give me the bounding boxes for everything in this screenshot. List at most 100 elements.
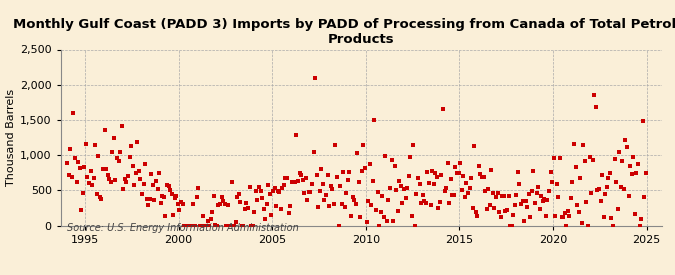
Point (487, 191, 498, 196)
Point (441, 186, 452, 190)
Point (221, 223, 232, 228)
Point (182, 223, 192, 228)
Point (453, 171, 464, 175)
Point (157, 194, 167, 198)
Point (498, 194, 509, 198)
Point (235, 200, 246, 204)
Point (241, 201, 252, 205)
Point (366, 203, 377, 207)
Point (275, 207, 286, 211)
Point (294, 171, 305, 175)
Point (327, 187, 338, 192)
Point (377, 193, 387, 198)
Point (486, 167, 497, 172)
Point (63, 173, 74, 178)
Point (227, 179, 238, 184)
Point (163, 183, 174, 188)
Point (211, 223, 222, 228)
Point (148, 182, 159, 187)
Point (234, 192, 244, 197)
Point (194, 223, 205, 228)
Point (637, 119, 648, 123)
Point (352, 151, 362, 155)
Point (442, 161, 453, 166)
Point (614, 150, 624, 154)
Point (85, 168, 96, 173)
Point (406, 214, 417, 219)
Point (252, 198, 263, 203)
Point (300, 176, 311, 180)
Point (628, 154, 639, 159)
Point (385, 185, 396, 190)
Point (236, 223, 247, 228)
Point (254, 185, 265, 189)
Point (436, 172, 447, 177)
Point (481, 207, 492, 211)
Point (444, 200, 455, 205)
Point (259, 207, 269, 211)
Point (73, 160, 84, 164)
Point (497, 194, 508, 198)
Point (266, 213, 277, 217)
Point (542, 198, 553, 203)
Point (149, 197, 160, 202)
Point (180, 223, 191, 228)
Point (427, 169, 437, 174)
Point (414, 182, 425, 186)
Point (412, 176, 423, 180)
Point (611, 180, 622, 184)
Point (355, 215, 366, 219)
Point (356, 169, 367, 173)
Point (165, 188, 176, 192)
Point (399, 187, 410, 191)
Point (506, 223, 517, 228)
Point (531, 191, 542, 195)
Point (520, 199, 531, 204)
Point (389, 164, 400, 168)
Point (224, 223, 235, 228)
Point (333, 223, 344, 228)
Point (369, 118, 380, 122)
Point (361, 220, 372, 225)
Point (618, 186, 629, 191)
Point (313, 205, 323, 210)
Point (71, 180, 82, 184)
Point (561, 223, 572, 228)
Point (631, 171, 642, 176)
Point (111, 156, 122, 160)
Point (550, 214, 561, 218)
Point (556, 214, 567, 219)
Point (103, 173, 113, 177)
Point (439, 189, 450, 193)
Point (491, 195, 502, 199)
Point (502, 208, 512, 212)
Point (456, 188, 467, 192)
Point (354, 180, 364, 184)
Point (417, 192, 428, 197)
Point (592, 188, 603, 192)
Point (140, 162, 151, 166)
Point (80, 142, 91, 146)
Point (286, 180, 297, 184)
Point (344, 170, 355, 174)
Point (281, 176, 292, 180)
Point (229, 223, 240, 228)
Point (381, 218, 392, 223)
Point (204, 223, 215, 228)
Point (555, 155, 566, 160)
Point (255, 188, 266, 193)
Point (107, 150, 117, 154)
Point (541, 214, 551, 218)
Point (271, 203, 281, 208)
Point (575, 176, 586, 180)
Point (110, 178, 121, 183)
Point (174, 208, 185, 212)
Point (380, 154, 391, 158)
Point (279, 183, 290, 188)
Point (168, 213, 179, 218)
Point (464, 186, 475, 191)
Point (336, 202, 347, 207)
Point (126, 144, 136, 148)
Point (419, 199, 430, 203)
Point (608, 223, 618, 228)
